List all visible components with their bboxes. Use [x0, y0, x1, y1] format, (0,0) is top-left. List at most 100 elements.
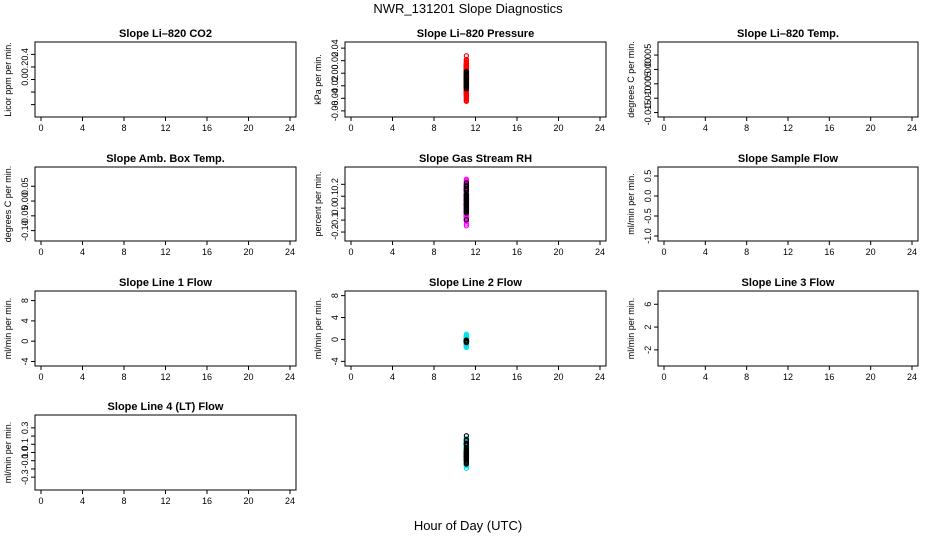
x-tick-label: 8 — [431, 123, 436, 133]
x-tick-label: 20 — [553, 247, 563, 257]
panel-title: Slope Line 1 Flow — [119, 277, 212, 289]
x-tick-label: 4 — [703, 372, 708, 382]
x-tick-label: 0 — [661, 247, 666, 257]
y-tick-label: 2 — [643, 325, 653, 330]
x-tick-label: 4 — [703, 123, 708, 133]
y-axis-label: degrees C per min. — [626, 41, 636, 118]
x-tick-label: 24 — [285, 247, 295, 257]
x-tick-label: 20 — [243, 123, 253, 133]
x-tick-label: 8 — [121, 123, 126, 133]
x-tick-label: 12 — [160, 372, 170, 382]
x-tick-label: 0 — [661, 123, 666, 133]
x-tick-label: 0 — [38, 247, 43, 257]
y-tick-label: 0.04 — [330, 39, 340, 57]
x-tick-label: 24 — [595, 123, 605, 133]
x-tick-label: 20 — [866, 123, 876, 133]
x-tick-label: 8 — [744, 123, 749, 133]
x-tick-label: 4 — [80, 247, 85, 257]
x-tick-label: 4 — [390, 372, 395, 382]
x-tick-label: 20 — [866, 372, 876, 382]
y-axis-label: ml/min per min. — [3, 298, 13, 360]
x-tick-label: 24 — [907, 123, 917, 133]
y-axis-label: percent per min. — [313, 171, 323, 236]
plot-frame — [345, 42, 606, 117]
plot-frame — [35, 167, 296, 241]
x-tick-label: 12 — [160, 123, 170, 133]
x-tick-label: 20 — [553, 123, 563, 133]
y-tick-label: 0.05 — [20, 177, 30, 195]
panel-title: Slope Gas Stream RH — [419, 153, 532, 165]
x-tick-label: 0 — [38, 123, 43, 133]
y-tick-label: 0.4 — [20, 48, 30, 61]
y-tick-label: 0.0 — [20, 73, 30, 86]
data-points — [464, 177, 468, 228]
x-tick-label: 0 — [348, 372, 353, 382]
x-tick-label: 8 — [431, 247, 436, 257]
x-tick-label: 0 — [38, 372, 43, 382]
x-tick-label: 16 — [202, 123, 212, 133]
plot-frame — [658, 42, 918, 117]
panel-title: Slope Li–820 Pressure — [417, 28, 534, 40]
x-tick-label: 8 — [121, 372, 126, 382]
x-tick-label: 24 — [285, 123, 295, 133]
x-tick-label: 8 — [431, 372, 436, 382]
panel-title: Slope Li–820 Temp. — [737, 28, 839, 40]
panel-title: Slope Line 3 Flow — [742, 277, 835, 289]
data-points — [464, 434, 468, 471]
plot-frame — [658, 291, 918, 366]
x-tick-label: 20 — [243, 247, 253, 257]
plot-frame — [35, 291, 296, 366]
x-tick-label: 16 — [824, 372, 834, 382]
y-tick-label: 6 — [643, 302, 653, 307]
panel-3: Slope Li–820 Temp.0 4 8 12 16 20 24-0.015-0.01… — [626, 28, 936, 133]
y-tick-label: -4 — [20, 357, 30, 365]
y-tick-label: -4 — [330, 357, 340, 365]
y-tick-label: 0.0 — [330, 202, 340, 215]
y-tick-label: 0 — [330, 337, 340, 342]
plot-frame — [35, 415, 296, 490]
y-axis-label: degrees C per min. — [3, 166, 13, 243]
y-tick-label: 8 — [20, 298, 30, 303]
x-tick-label: 24 — [285, 372, 295, 382]
panel-title: Slope Line 4 (LT) Flow — [108, 401, 224, 413]
y-axis-label: ml/min per min. — [313, 298, 323, 360]
y-tick-label: 8 — [330, 293, 340, 298]
x-tick-label: 0 — [348, 247, 353, 257]
y-axis-label: Licor ppm per min. — [3, 42, 13, 117]
x-tick-label: 16 — [202, 247, 212, 257]
y-tick-label: 0.5 — [643, 170, 653, 183]
x-tick-label: 12 — [783, 123, 793, 133]
x-tick-label: 4 — [80, 372, 85, 382]
y-tick-label: -1.0 — [643, 228, 653, 244]
x-tick-label: 24 — [595, 372, 605, 382]
x-tick-label: 16 — [824, 247, 834, 257]
y-tick-label: 0.2 — [20, 61, 30, 74]
x-tick-label: 8 — [744, 372, 749, 382]
y-tick-label: 4 — [20, 318, 30, 323]
x-tick-label: 12 — [783, 372, 793, 382]
x-tick-label: 20 — [243, 372, 253, 382]
y-axis-label: ml/min per min. — [626, 298, 636, 360]
plot-frame — [345, 291, 606, 366]
x-tick-label: 16 — [824, 123, 834, 133]
x-tick-label: 24 — [907, 372, 917, 382]
panel-title: Slope Line 2 Flow — [429, 277, 522, 289]
x-tick-label: 16 — [202, 372, 212, 382]
x-tick-label: 12 — [470, 372, 480, 382]
x-tick-label: 8 — [744, 247, 749, 257]
plot-frame — [35, 42, 296, 117]
data-points — [464, 332, 468, 349]
data-points — [464, 54, 468, 104]
x-tick-label: 16 — [512, 123, 522, 133]
panel-title: Slope Li–820 CO2 — [119, 28, 212, 40]
y-tick-label: 0.2 — [330, 178, 340, 191]
y-axis-label: kPa per min. — [313, 54, 323, 105]
y-axis-label: ml/min per min. — [626, 173, 636, 235]
y-tick-label: 4 — [330, 315, 340, 320]
x-tick-label: 0 — [348, 123, 353, 133]
x-tick-label: 20 — [866, 247, 876, 257]
plot-frame — [345, 167, 606, 241]
